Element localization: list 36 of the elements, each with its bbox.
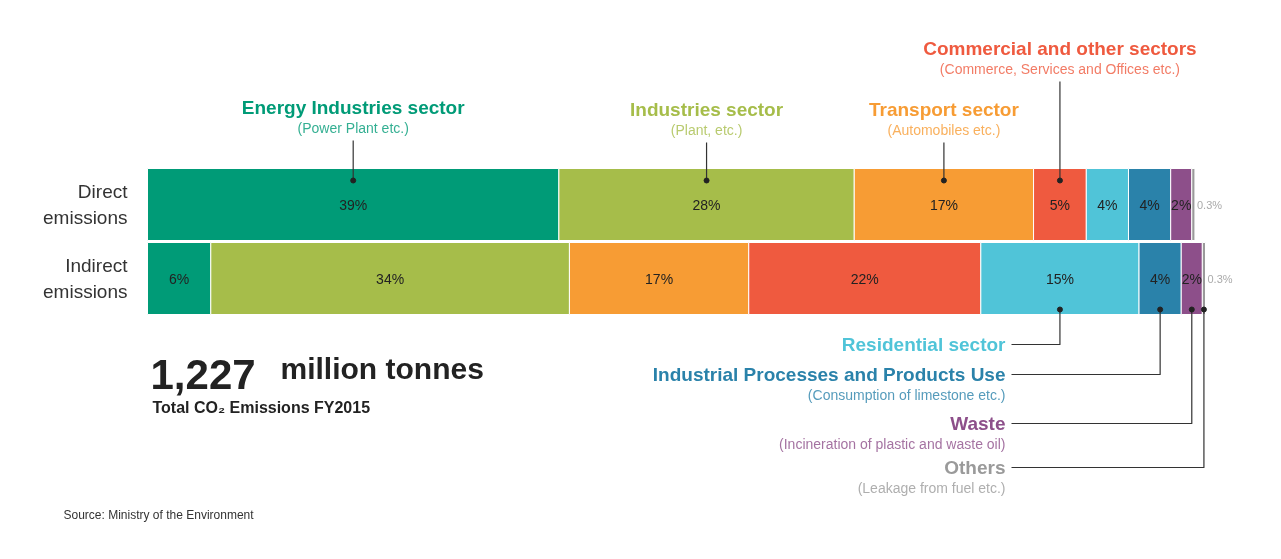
data-label: 0.3% [1196,198,1223,211]
data-label: 17% [645,270,674,287]
text: (Consumption of limestone etc.) [807,386,1006,403]
data-label: 34% [376,270,405,287]
data-label: 17% [929,196,958,213]
y-tick-label: Indirect emissions [43,255,129,302]
text: Energy Industries sector [241,97,466,118]
text: Industrial Processes and Products Use [652,364,1006,385]
data-label: 4% [1097,196,1118,213]
data-label: 0.3% [1207,272,1233,285]
text: (Incineration of plastic and waste oil) [779,435,1006,452]
data-label: 22% [850,270,879,287]
text: Others [944,457,1006,478]
data-label: 5% [1049,196,1071,213]
data-label: 15% [1045,270,1074,287]
text: (Automobiles etc.) [887,121,1001,138]
data-label: 6% [169,270,190,287]
data-label: 2% [1181,270,1202,287]
data-label: 2% [1171,196,1192,213]
text: (Leakage from fuel etc.) [857,479,1006,496]
text: Commercial and other sectors [923,38,1197,59]
text: 1,227 million tonnes [150,350,484,398]
text: Transport sector [868,99,1020,120]
text: (Commerce, Services and Offices etc.) [939,60,1181,77]
text: (Plant, etc.) [670,121,743,138]
series-label: Residential sector [841,334,1007,355]
text: Total CO₂ Emissions FY2015 [152,399,371,416]
text: Industries sector [630,99,784,120]
data-label: 4% [1139,196,1160,213]
y-tick-label: Direct emissions [43,181,129,228]
text: Waste [950,413,1006,434]
text: (Power Plant etc.) [297,119,409,136]
data-label: 39% [339,196,368,213]
data-label: 4% [1150,270,1171,287]
data-label: 28% [692,196,721,213]
source-note: Source: Ministry of the Environment [63,507,255,522]
